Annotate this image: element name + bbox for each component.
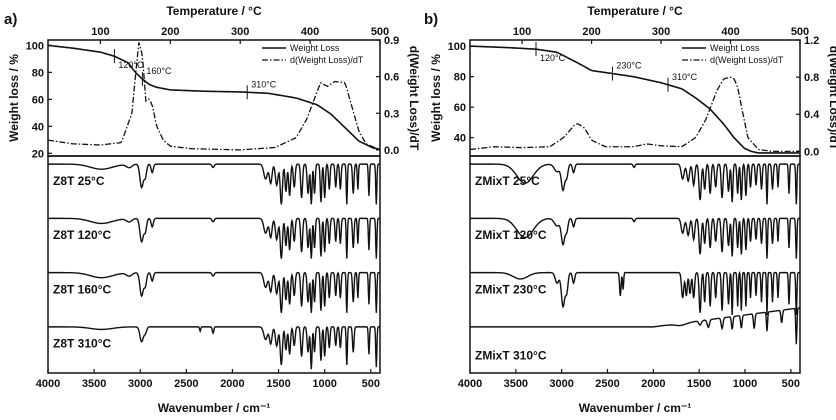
weight-loss-axis-title: Weight loss / % bbox=[7, 54, 21, 142]
derivative-line bbox=[47, 42, 380, 151]
derivative-tick-label: 0.9 bbox=[384, 35, 399, 47]
derivative-line bbox=[469, 76, 800, 153]
ir-spectrum-line bbox=[470, 217, 800, 259]
weight-loss-axis-title: Weight loss / % bbox=[429, 54, 443, 142]
wavenumber-axis-title: Wavenumber / cm⁻¹ bbox=[158, 401, 271, 415]
ir-spectrum-line bbox=[48, 325, 380, 370]
panel-label: b) bbox=[424, 11, 438, 28]
ir-plot-frame bbox=[469, 155, 801, 374]
wavenumber-tick-label: 2500 bbox=[595, 378, 619, 390]
derivative-tick-label: 0.0 bbox=[804, 146, 819, 158]
temperature-tick-label: 100 bbox=[513, 26, 531, 38]
temperature-tick-label: 200 bbox=[161, 26, 179, 38]
ir-spectrum-label: Z8T 310°C bbox=[53, 337, 111, 351]
weight-loss-line bbox=[47, 44, 380, 150]
temperature-annotation: 310°C bbox=[251, 79, 277, 89]
ir-spectrum-line bbox=[48, 271, 380, 313]
legend-weight-loss-label: Weight Loss bbox=[290, 43, 340, 53]
ir-spectrum-label: Z8T 120°C bbox=[53, 228, 111, 242]
weight-loss-tick-label: 40 bbox=[32, 121, 44, 133]
temperature-axis-title: Temperature / °C bbox=[166, 4, 262, 18]
ir-spectrum-line bbox=[470, 162, 800, 205]
wavenumber-tick-label: 2500 bbox=[174, 378, 198, 390]
ir-spectrum-line bbox=[48, 163, 380, 205]
derivative-tick-label: 0.6 bbox=[384, 72, 399, 84]
wavenumber-tick-label: 500 bbox=[362, 378, 380, 390]
temperature-annotation: 120°C bbox=[118, 60, 144, 70]
temperature-tick-label: 500 bbox=[371, 26, 389, 38]
legend-derivative-label: d(Weight Loss)/dT bbox=[710, 55, 784, 65]
wavenumber-tick-label: 2000 bbox=[641, 378, 665, 390]
weight-loss-tick-label: 40 bbox=[454, 133, 466, 145]
derivative-tick-label: 1.2 bbox=[804, 35, 819, 47]
weight-loss-line bbox=[469, 45, 800, 154]
legend-weight-loss-label: Weight Loss bbox=[710, 43, 760, 53]
ir-spectrum-label: Z8T 160°C bbox=[53, 282, 111, 296]
panel-label: a) bbox=[4, 11, 17, 28]
derivative-axis-title: d(Weight Loss)/dT bbox=[407, 46, 421, 151]
ir-spectrum-line bbox=[470, 270, 800, 315]
derivative-tick-label: 0.0 bbox=[384, 145, 399, 157]
weight-loss-tick-label: 20 bbox=[32, 148, 44, 160]
temperature-tick-label: 400 bbox=[721, 26, 739, 38]
temperature-axis-title: Temperature / °C bbox=[587, 4, 683, 18]
derivative-axis-title: d(Weight Loss)/dT bbox=[827, 46, 836, 151]
temperature-annotation: 310°C bbox=[672, 72, 698, 82]
temperature-tick-label: 500 bbox=[791, 26, 809, 38]
weight-loss-tick-label: 100 bbox=[26, 40, 44, 52]
wavenumber-tick-label: 1500 bbox=[687, 378, 711, 390]
wavenumber-tick-label: 3000 bbox=[128, 378, 152, 390]
temperature-tick-label: 100 bbox=[91, 26, 109, 38]
derivative-tick-label: 0.3 bbox=[384, 108, 399, 120]
wavenumber-tick-label: 2000 bbox=[220, 378, 244, 390]
legend-derivative-label: d(Weight Loss)/dT bbox=[290, 55, 364, 65]
weight-loss-tick-label: 80 bbox=[32, 67, 44, 79]
wavenumber-tick-label: 4000 bbox=[458, 378, 482, 390]
temperature-annotation: 120°C bbox=[540, 53, 566, 63]
ir-spectrum-label: ZMixT 310°C bbox=[475, 349, 547, 363]
ir-spectrum-label: ZMixT 120°C bbox=[475, 228, 547, 242]
panel-b: b) Temperature / °C 100 200 300 400 500 40 60 80 1… bbox=[424, 4, 836, 415]
wavenumber-tick-label: 3000 bbox=[549, 378, 573, 390]
temperature-tick-label: 300 bbox=[652, 26, 670, 38]
ir-spectrum-label: Z8T 25°C bbox=[53, 174, 105, 188]
temperature-annotation: 160°C bbox=[146, 66, 172, 76]
ir-plot-frame bbox=[47, 155, 381, 374]
ir-spectrum-line bbox=[470, 307, 801, 345]
weight-loss-tick-label: 80 bbox=[454, 72, 466, 84]
ir-spectrum-label: ZMixT 230°C bbox=[475, 282, 547, 296]
temperature-tick-label: 400 bbox=[301, 26, 319, 38]
weight-loss-tick-label: 60 bbox=[32, 94, 44, 106]
wavenumber-tick-label: 1500 bbox=[266, 378, 290, 390]
wavenumber-tick-label: 500 bbox=[782, 378, 800, 390]
temperature-annotation: 230°C bbox=[616, 61, 642, 71]
wavenumber-tick-label: 3500 bbox=[504, 378, 528, 390]
weight-loss-tick-label: 100 bbox=[448, 41, 466, 53]
derivative-tick-label: 0.4 bbox=[804, 109, 820, 121]
wavenumber-axis-title: Wavenumber / cm⁻¹ bbox=[579, 401, 692, 415]
derivative-tick-label: 0.8 bbox=[804, 72, 819, 84]
wavenumber-tick-label: 4000 bbox=[36, 378, 60, 390]
wavenumber-tick-label: 1000 bbox=[312, 378, 336, 390]
panel-a: a) Temperature / °C 100 200 300 400 500 20 40 60 8… bbox=[4, 4, 421, 415]
wavenumber-tick-label: 1000 bbox=[733, 378, 757, 390]
weight-loss-tick-label: 60 bbox=[454, 102, 466, 114]
ir-spectrum-label: ZMixT 25°C bbox=[475, 174, 540, 188]
wavenumber-tick-label: 3500 bbox=[82, 378, 106, 390]
temperature-tick-label: 200 bbox=[582, 26, 600, 38]
temperature-tick-label: 300 bbox=[231, 26, 249, 38]
ir-spectrum-line bbox=[48, 217, 380, 259]
